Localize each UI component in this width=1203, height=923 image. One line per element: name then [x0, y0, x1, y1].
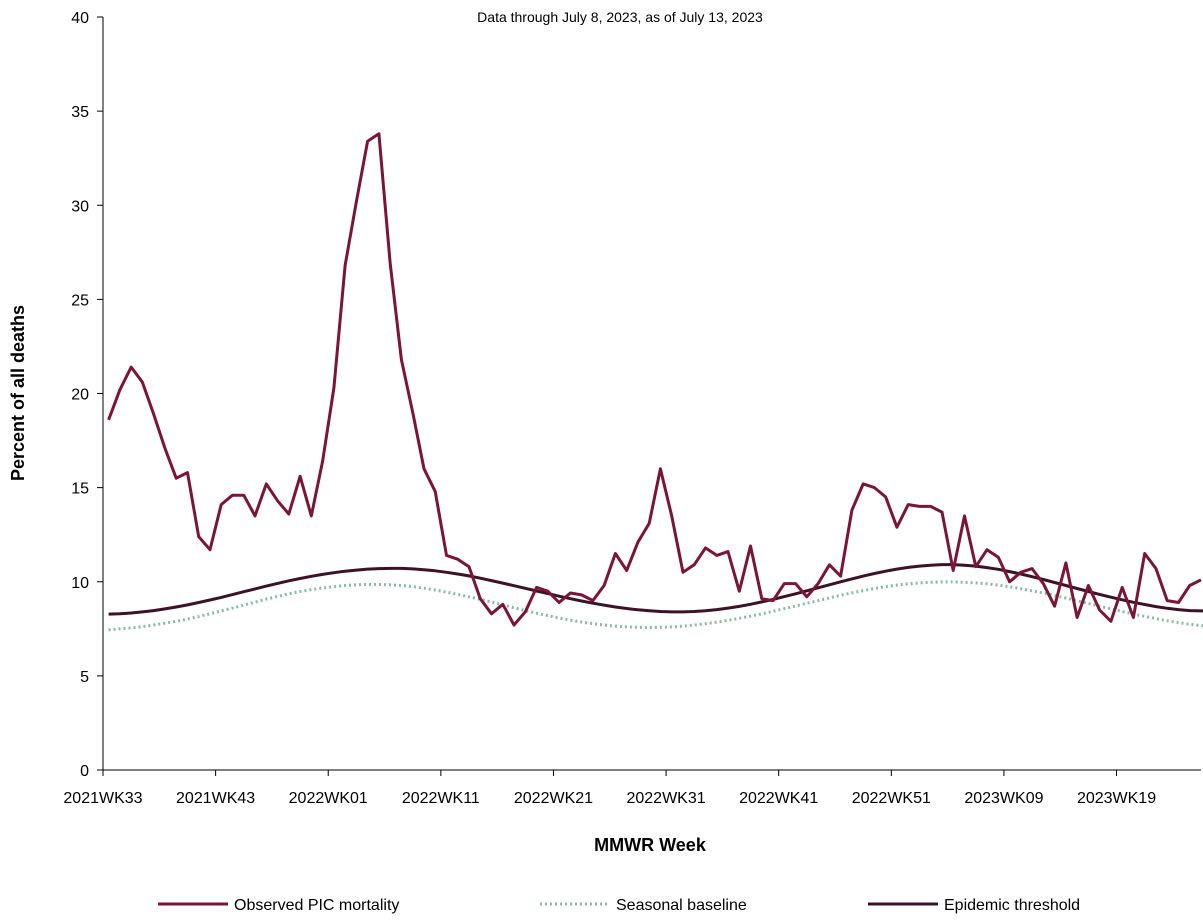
x-tick-label: 2021WK33 — [63, 790, 142, 807]
x-tick-label: 2021WK43 — [176, 790, 255, 807]
x-axis-title: MMWR Week — [594, 835, 707, 855]
y-axis: 0 5 10 15 20 25 30 35 40 — [71, 10, 104, 780]
legend-label: Seasonal baseline — [616, 897, 747, 914]
x-tick-label: 2022WK21 — [514, 790, 593, 807]
legend-item: Epidemic threshold — [868, 897, 1080, 914]
y-tick-label: 0 — [80, 763, 89, 780]
series-line-observed-pic-mortality — [107, 132, 1202, 627]
x-axis: 2021WK33 2021WK43 2022WK01 2022WK11 2022WK21… — [63, 769, 1201, 807]
x-tick-label: 2023WK19 — [1077, 790, 1156, 807]
y-tick-label: 25 — [71, 292, 89, 309]
legend-label: Observed PIC mortality — [234, 897, 399, 914]
y-tick-label: 35 — [71, 104, 89, 121]
x-tick-label: 2022WK51 — [852, 790, 931, 807]
x-tick-label: 2022WK11 — [402, 790, 480, 807]
y-tick-label: 20 — [71, 387, 89, 404]
y-tick-label: 5 — [80, 669, 89, 686]
series-line-seasonal-baseline — [108, 580, 1203, 632]
x-tick-label: 2022WK01 — [289, 790, 368, 807]
chart-subtitle: Data through July 8, 2023, as of July 13… — [477, 9, 763, 25]
y-tick-label: 15 — [71, 481, 89, 498]
y-tick-label: 40 — [71, 10, 89, 27]
series-line-epidemic-threshold — [108, 563, 1203, 616]
legend-item: Seasonal baseline — [540, 897, 747, 914]
series-layer — [107, 132, 1203, 632]
legend: Observed PIC mortality Seasonal baseline E… — [158, 897, 1080, 914]
y-tick-label: 10 — [71, 575, 89, 592]
legend-label: Epidemic threshold — [944, 897, 1080, 914]
y-tick-label: 30 — [71, 198, 89, 215]
x-tick-label: 2023WK09 — [964, 790, 1043, 807]
x-tick-label: 2022WK31 — [626, 790, 705, 807]
y-axis-title: Percent of all deaths — [8, 305, 28, 481]
legend-item: Observed PIC mortality — [158, 897, 399, 914]
x-tick-label: 2022WK41 — [739, 790, 818, 807]
